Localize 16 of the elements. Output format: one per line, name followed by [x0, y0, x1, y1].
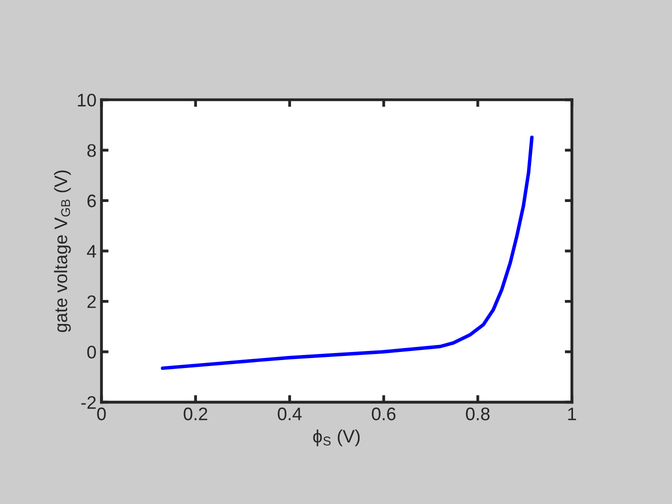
x-tick-label: 0.4: [278, 408, 302, 420]
x-axis-title: ϕ$_{S}$ (V): [313, 429, 360, 446]
x-tick-label: 1: [568, 408, 576, 420]
x-tick-label: 0: [97, 408, 106, 420]
y-tick-label: 6: [87, 194, 96, 208]
y-tick-label: 4: [86, 245, 96, 258]
x-tick-label: 0.6: [372, 408, 396, 420]
y-tick-label: 10: [78, 94, 96, 107]
y-tick-label: 8: [87, 144, 96, 157]
y-tick-label: 2: [87, 295, 96, 308]
y-tick-label: -2: [81, 396, 96, 409]
line-series: [160, 136, 534, 370]
y-tick-label: 0: [87, 346, 96, 359]
x-tick-label: 0.8: [466, 408, 490, 420]
y-axis-title: gate voltage V$_{GB}$ (V): [54, 170, 71, 332]
x-tick-label: 0.2: [184, 408, 208, 420]
